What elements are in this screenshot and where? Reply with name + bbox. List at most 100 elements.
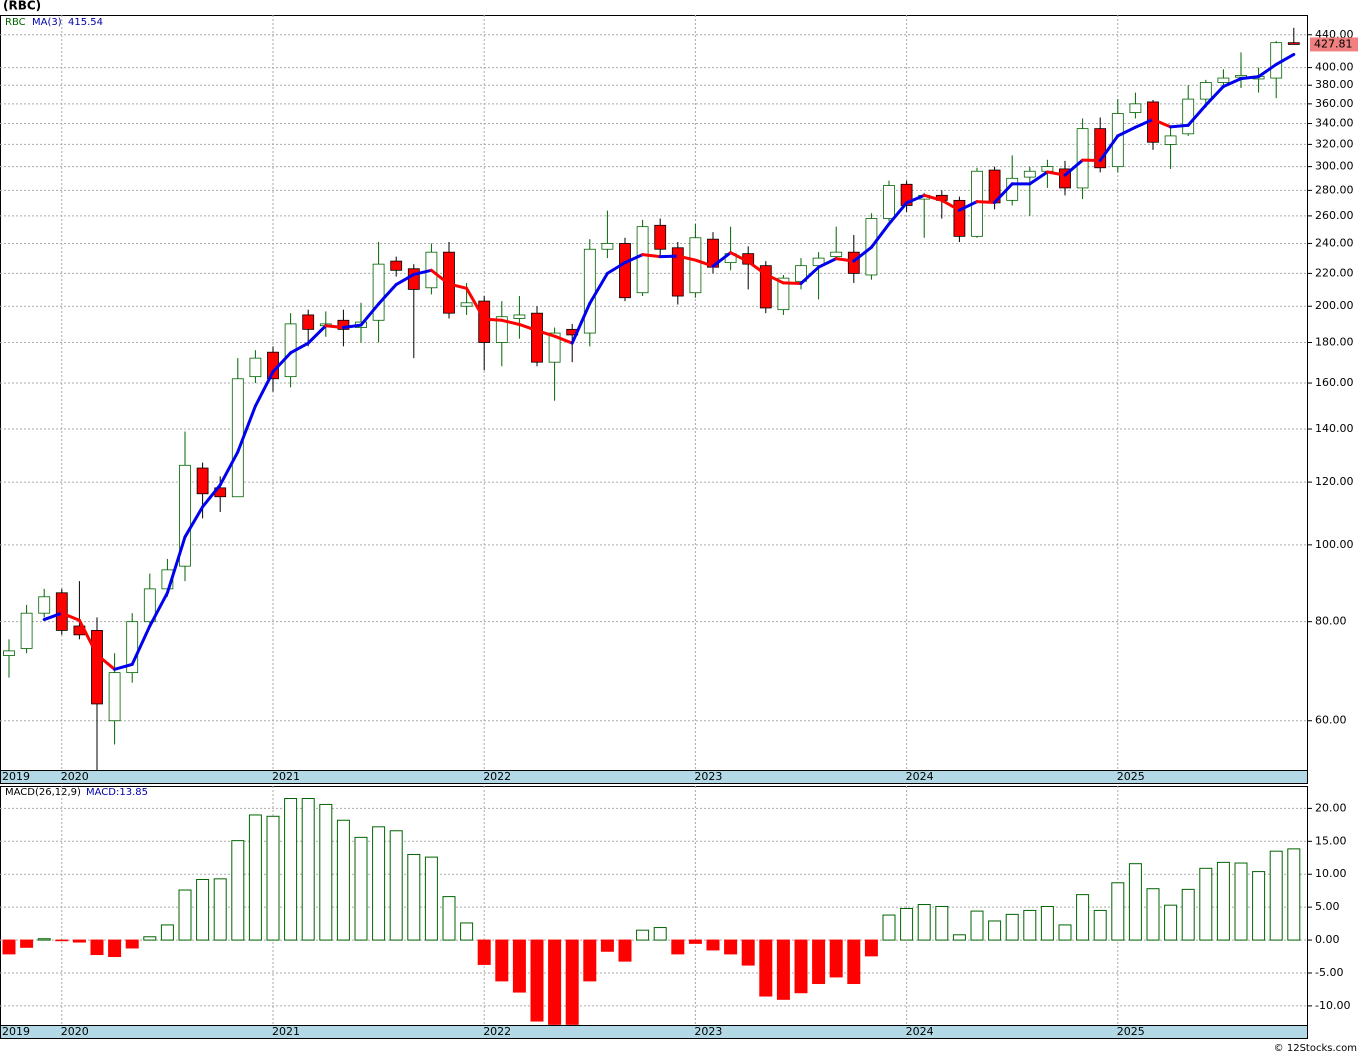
candle-body	[654, 224, 667, 250]
macd-bar	[565, 939, 579, 1025]
date-band	[0, 770, 1308, 784]
ma-line	[165, 535, 187, 595]
macd-bar	[231, 840, 245, 941]
ma-line	[729, 251, 750, 264]
macd-bar	[407, 853, 421, 941]
ma-line	[1063, 158, 1085, 177]
ma-line	[77, 618, 99, 657]
macd-bar	[1040, 905, 1054, 941]
macd-legend-value: MACD:13.85	[86, 787, 148, 798]
candle-body	[143, 588, 156, 623]
ma-line	[341, 323, 363, 330]
y-tick-label: 340.00	[1315, 117, 1354, 130]
macd-bar	[319, 803, 333, 941]
ticker-legend: RBC	[5, 17, 26, 28]
x-tick-label: 2021	[272, 1025, 300, 1038]
ma-line	[1028, 170, 1049, 186]
candle-body	[1164, 135, 1177, 145]
macd-bar	[1023, 909, 1037, 941]
macd-bar	[688, 939, 702, 944]
ma-line	[570, 301, 592, 345]
y-tick-label: 100.00	[1315, 538, 1354, 551]
macd-bar	[900, 907, 914, 941]
candle-body	[126, 621, 139, 674]
macd-bar	[213, 878, 227, 941]
ma-line	[1116, 125, 1137, 138]
macd-bar	[618, 939, 632, 962]
macd-bar	[1093, 909, 1107, 941]
ma-line	[60, 611, 81, 622]
macd-bar	[829, 939, 843, 978]
ma-line	[42, 611, 64, 622]
y-tick-label: 180.00	[1315, 335, 1354, 348]
macd-bar	[37, 938, 51, 941]
ma-line	[1169, 123, 1190, 129]
macd-bar	[1128, 863, 1142, 941]
candle-body	[3, 650, 15, 656]
x-tick-label: 2025	[1117, 770, 1145, 783]
ma-line	[148, 591, 169, 628]
y-tick-label: 0.00	[1315, 933, 1340, 946]
ma-line	[781, 281, 803, 285]
y-tick-label: -10.00	[1315, 999, 1350, 1012]
macd-bar	[1252, 871, 1266, 941]
ma-line	[588, 271, 609, 305]
macd-bar	[266, 815, 280, 941]
candle-body	[179, 464, 191, 567]
footer: © 12Stocks.com	[1274, 1043, 1357, 1054]
ma-line	[1186, 103, 1208, 127]
macd-bar	[1234, 862, 1248, 941]
ma-line	[253, 370, 275, 408]
ma-line	[817, 257, 838, 269]
macd-bar	[354, 836, 368, 941]
candle-body	[372, 263, 385, 321]
macd-bar	[1005, 913, 1019, 941]
candle-body	[830, 251, 843, 258]
candle-body	[1199, 82, 1212, 100]
y-tick-label: 20.00	[1315, 801, 1347, 814]
ma-line	[500, 318, 521, 326]
macd-bar	[125, 939, 139, 949]
y-tick-label: 5.00	[1315, 900, 1340, 913]
candle-body	[38, 596, 51, 614]
candle-body	[478, 300, 491, 343]
candle-body	[1094, 128, 1107, 169]
candle-body	[1182, 98, 1195, 135]
y-tick-label: 320.00	[1315, 137, 1354, 150]
candle-body	[108, 672, 121, 722]
macd-bar	[424, 856, 438, 941]
macd-bar	[372, 826, 386, 941]
y-tick-label: 120.00	[1315, 475, 1354, 488]
ma-line	[975, 200, 997, 204]
macd-bar	[636, 929, 650, 941]
candle-body	[337, 319, 350, 330]
x-tick-label: 2020	[61, 770, 89, 783]
macd-bar	[1216, 861, 1230, 941]
candle-body	[1217, 77, 1230, 83]
macd-bar	[548, 939, 562, 1025]
macd-bar	[759, 939, 773, 997]
y-tick-label: 280.00	[1315, 183, 1354, 196]
macd-bar	[935, 905, 949, 941]
macd-bar	[178, 889, 192, 941]
ma-line	[1239, 75, 1261, 81]
y-tick-label: 300.00	[1315, 160, 1354, 173]
macd-bar	[512, 939, 526, 993]
macd-bar	[20, 939, 34, 948]
x-tick-label: 2022	[483, 1025, 511, 1038]
candle-body	[531, 312, 543, 363]
ma-line	[1221, 77, 1243, 88]
ma-line	[905, 193, 926, 205]
macd-bar	[1076, 894, 1090, 941]
ma-line	[993, 182, 1014, 204]
candle-body	[249, 357, 262, 378]
ma-line	[940, 198, 961, 212]
candle-body	[513, 314, 526, 319]
ma-line	[1204, 84, 1225, 107]
macd-bar	[653, 927, 667, 941]
macd-bar	[917, 904, 931, 941]
macd-bar	[776, 939, 790, 1000]
ma-line	[482, 317, 504, 322]
ma-line	[605, 261, 627, 275]
